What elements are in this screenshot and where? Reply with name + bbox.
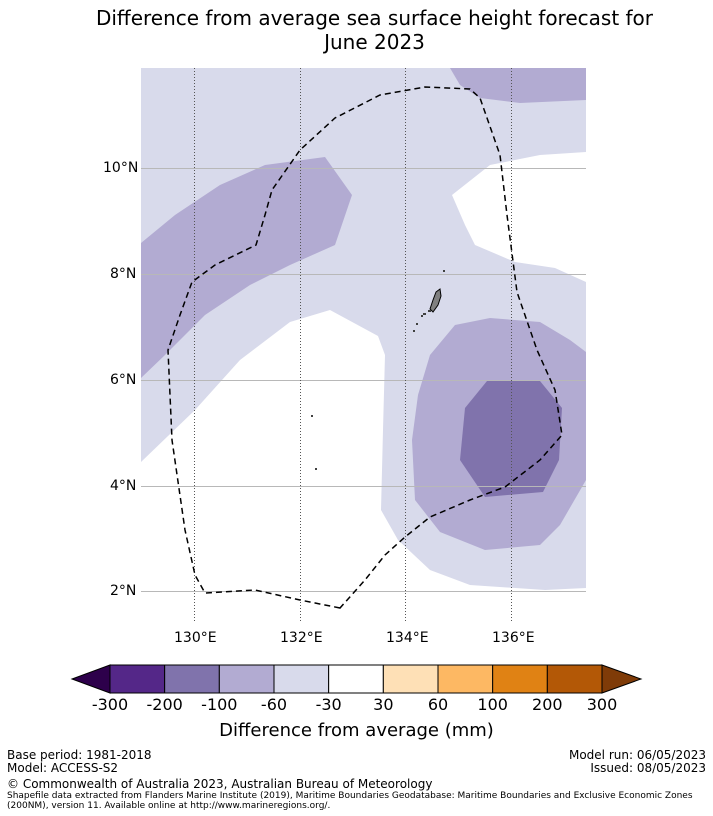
- colorbar-band: [546, 664, 603, 694]
- colorbar-band: [109, 664, 166, 694]
- lon-label-134e: 134°E: [386, 630, 429, 646]
- colorbar-band: [492, 664, 548, 694]
- colorbar-tick-label: -60: [260, 695, 288, 714]
- colorbar-band: [218, 664, 275, 694]
- footer-copyright: © Commonwealth of Australia 2023, Austra…: [7, 777, 433, 791]
- lon-label-130e: 130°E: [174, 630, 217, 646]
- colorbar-tick-label: 100: [477, 695, 508, 714]
- contour-band-minus30-to-30-east: [452, 152, 586, 282]
- lat-label-6n: 6°N: [110, 372, 137, 388]
- island-fragment: [413, 330, 415, 332]
- map-title-line2: June 2023: [324, 30, 425, 54]
- colorbar-label: Difference from average (mm): [219, 720, 494, 741]
- lat-label-10n: 10°N: [103, 160, 139, 176]
- lat-label-4n: 4°N: [110, 478, 137, 494]
- footer-issued: Issued: 08/05/2023: [590, 761, 706, 775]
- contour-band-minus60-to-minus100-north: [450, 68, 586, 103]
- eez-boundary: [167, 86, 563, 609]
- colorbar-band: [273, 664, 330, 694]
- colorbar: [70, 664, 643, 694]
- colorbar-tick-label: -300: [91, 695, 129, 714]
- lat-label-8n: 8°N: [110, 266, 137, 282]
- colorbar-tick-label: -100: [201, 695, 238, 714]
- island-fragment: [421, 315, 423, 317]
- colorbar-tick-label: 30: [373, 695, 394, 714]
- island-kayangel: [443, 270, 445, 272]
- colorbar-band: [164, 664, 220, 694]
- contour-band-minus60-to-minus100-west: [141, 157, 352, 378]
- lon-label-132e: 132°E: [280, 630, 323, 646]
- colorbar-tick-label: -30: [315, 695, 342, 714]
- island-babeldaob: [429, 288, 442, 313]
- colorbar-tick-label: -200: [146, 695, 183, 714]
- contour-band-minus100-to-minus200: [460, 381, 562, 497]
- footer-shapefile-line2: (200NM), version 11. Available online at…: [7, 801, 331, 811]
- colorbar-tick-label: 60: [427, 695, 449, 714]
- palau-islands: [311, 270, 445, 470]
- island-fragment: [428, 310, 431, 312]
- colorbar-band: [437, 664, 494, 694]
- footer-shapefile-line1: Shapefile data extracted from Flanders M…: [7, 791, 693, 801]
- island-sonsorol: [311, 415, 313, 417]
- contour-band-minus30-to-30-south: [141, 310, 586, 622]
- map-plot: [141, 68, 586, 622]
- colorbar-tick-label: 200: [532, 695, 563, 714]
- colorbar-band: [382, 664, 439, 694]
- longitude-gridlines: [194, 68, 512, 622]
- colorbar-extend-max: [601, 664, 643, 694]
- footer-model-run: Model run: 06/05/2023: [568, 748, 706, 762]
- footer-model: Model: ACCESS-S2: [7, 761, 119, 775]
- colorbar-band: [328, 664, 384, 694]
- colorbar-extend-min: [70, 664, 111, 694]
- footer-base-period: Base period: 1981-2018: [7, 748, 152, 762]
- colorbar-tick-label: 300: [586, 695, 618, 714]
- island-fragment: [423, 313, 426, 315]
- map-title: Difference from average sea surface heig…: [0, 6, 713, 54]
- lat-label-2n: 2°N: [110, 583, 137, 599]
- lon-label-136e: 136°E: [492, 630, 535, 646]
- island-fragment: [416, 323, 418, 325]
- island-tobi: [315, 468, 317, 470]
- map-title-line1: Difference from average sea surface heig…: [95, 6, 654, 30]
